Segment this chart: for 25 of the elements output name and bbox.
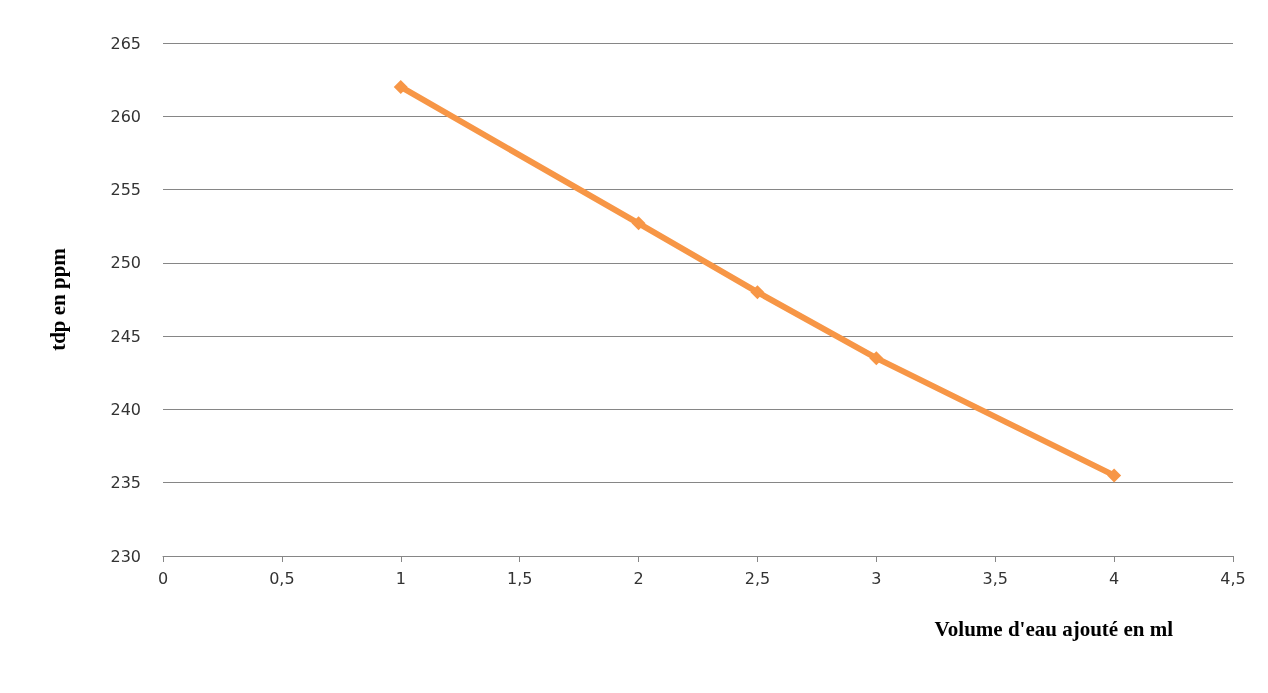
point: [631, 216, 646, 231]
point: [750, 285, 765, 300]
x-tick-label: 1: [395, 568, 406, 588]
point: [393, 79, 408, 94]
point: [1107, 468, 1122, 483]
x-axis-title: Volume d'eau ajouté en ml: [934, 616, 1174, 641]
x-tick-label: 3,5: [982, 568, 1008, 588]
y-tick-label: 235: [110, 473, 141, 493]
y-tick-label: 260: [110, 106, 141, 126]
x-tick-label: 2: [633, 568, 644, 588]
x-tick-label: 4: [1109, 568, 1120, 588]
x-tick-label: 4,5: [1220, 568, 1246, 588]
y-axis-title: tdp en ppm: [45, 247, 70, 351]
x-tick-label: 0: [157, 568, 169, 588]
point: [869, 351, 884, 366]
y-tick-label: 245: [110, 326, 141, 346]
y-tick-label: 250: [110, 253, 141, 273]
x-tick-label: 0,5: [269, 568, 295, 588]
x-tick-label: 3: [871, 568, 882, 588]
y-tick-label: 240: [110, 399, 141, 419]
y-tick-label: 230: [110, 546, 141, 566]
x-tick-label: 2,5: [744, 568, 771, 588]
y-tick-label: 255: [110, 180, 141, 200]
x-tick-label: 1,5: [506, 568, 533, 588]
y-tick-label: 265: [110, 33, 141, 53]
